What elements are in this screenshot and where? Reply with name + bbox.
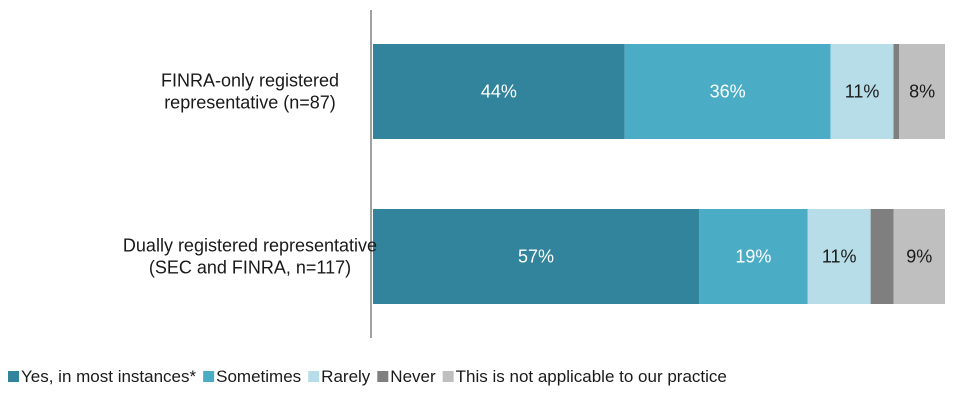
- legend-swatch: [203, 371, 215, 382]
- bar-segment: [807, 209, 871, 304]
- bar-data-label: 9%: [906, 247, 932, 267]
- legend-label: Never: [390, 367, 436, 386]
- bar-segment: [830, 44, 894, 139]
- legend-swatch: [377, 371, 389, 382]
- bar-segment: [870, 209, 894, 304]
- bar-data-label: 11%: [822, 247, 857, 267]
- category-label: (SEC and FINRA, n=117): [149, 258, 351, 278]
- bar-data-label: 8%: [909, 82, 935, 102]
- bar-segment: [373, 209, 700, 304]
- bar-segment: [624, 44, 831, 139]
- legend: Yes, in most instances* Sometimes Rarely Ne…: [8, 367, 727, 386]
- bar-data-label: 57%: [518, 247, 554, 267]
- bar-data-label: 11%: [845, 82, 880, 102]
- bar-segment: [699, 209, 808, 304]
- category-label: representative (n=87): [164, 93, 336, 113]
- bar-data-label: 19%: [735, 247, 771, 267]
- legend-label: Yes, in most instances*: [21, 367, 197, 386]
- category-label: FINRA-only registered: [161, 71, 339, 91]
- legend-label: Rarely: [321, 367, 371, 386]
- bar-segment: [893, 44, 900, 139]
- legend-label: Sometimes: [216, 367, 301, 386]
- bar-data-label: 36%: [710, 82, 746, 102]
- legend-swatch: [308, 371, 320, 382]
- category-label: Dually registered representative: [123, 236, 377, 256]
- legend-label: This is not applicable to our practice: [456, 367, 727, 386]
- bar-segment: [893, 209, 945, 304]
- legend-swatch: [442, 371, 454, 382]
- bars-group: 44% 36% 11% 8% 57% 19% 11% 9%: [373, 44, 945, 304]
- legend-swatch: [8, 371, 19, 382]
- bar-data-label: 44%: [481, 82, 517, 102]
- bar-segment: [899, 44, 945, 139]
- bar-segment: [373, 44, 625, 139]
